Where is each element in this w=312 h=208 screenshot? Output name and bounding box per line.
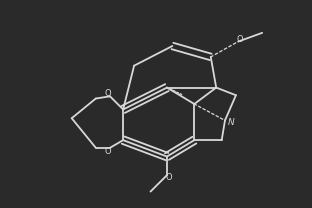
Text: N: N [228, 118, 235, 127]
Text: O: O [166, 173, 173, 182]
Text: O: O [237, 35, 244, 44]
Text: O: O [105, 89, 111, 98]
Text: O: O [105, 147, 111, 156]
